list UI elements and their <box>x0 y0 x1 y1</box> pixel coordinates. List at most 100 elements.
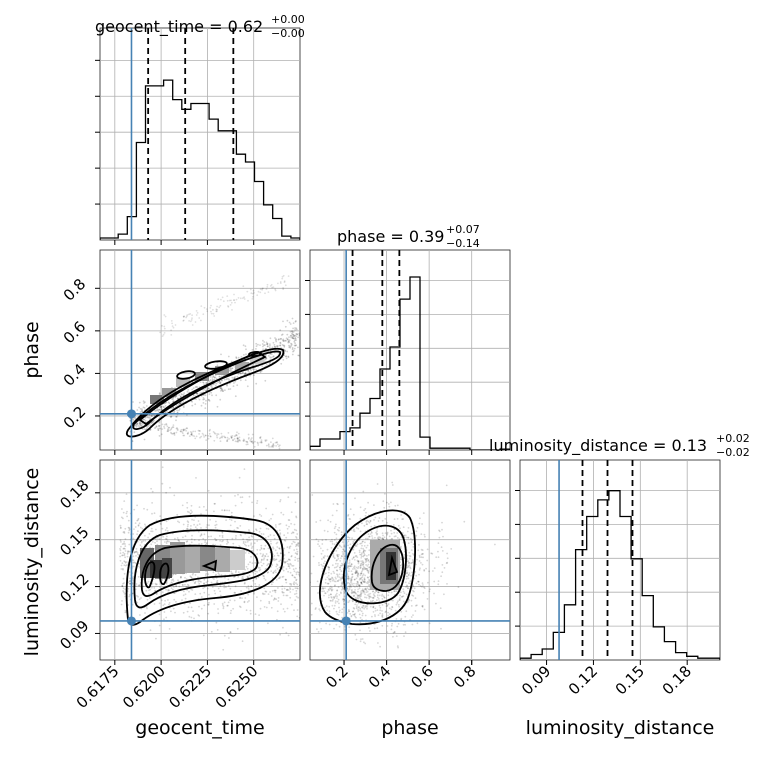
sample-point <box>291 335 294 338</box>
sample-point <box>373 504 375 506</box>
sample-point <box>411 571 413 574</box>
sample-point <box>250 542 253 545</box>
sample-point <box>284 284 287 287</box>
sample-point <box>248 539 251 541</box>
sample-point <box>122 590 124 592</box>
sample-point <box>272 547 275 550</box>
sample-point <box>171 433 174 435</box>
sample-point <box>365 605 367 607</box>
sample-point <box>329 520 332 523</box>
sample-point <box>164 541 166 543</box>
sample-point <box>277 282 279 285</box>
sample-point <box>361 564 364 566</box>
sample-point <box>149 417 152 420</box>
sample-point <box>160 433 163 436</box>
sample-point <box>295 567 297 570</box>
sample-point <box>244 372 247 375</box>
sample-point <box>134 551 137 553</box>
sample-point <box>277 554 280 557</box>
sample-point <box>359 567 362 569</box>
sample-point <box>196 312 199 314</box>
sample-point <box>141 409 144 412</box>
sample-point <box>296 550 299 553</box>
sample-point <box>283 344 286 347</box>
sample-point <box>343 544 346 547</box>
sample-point <box>176 513 179 516</box>
sample-point <box>336 595 339 598</box>
sample-point <box>245 586 248 589</box>
sample-point <box>202 537 205 540</box>
sample-point <box>378 594 381 597</box>
sample-point <box>183 429 186 432</box>
sample-point <box>260 441 263 443</box>
sample-point <box>341 555 343 558</box>
sample-point <box>412 614 414 616</box>
sample-point <box>204 403 207 405</box>
sample-point <box>378 538 380 541</box>
sample-point <box>402 588 405 590</box>
sample-point <box>279 559 282 562</box>
sample-point <box>220 388 223 390</box>
sample-point <box>150 422 153 425</box>
sample-point <box>218 573 221 576</box>
sample-point <box>128 595 131 598</box>
sample-point <box>348 546 351 549</box>
sample-point <box>186 527 189 530</box>
sample-point <box>266 558 269 561</box>
sample-point <box>131 418 134 420</box>
sample-point <box>390 591 393 594</box>
sample-point <box>378 517 381 519</box>
sample-point <box>338 606 340 609</box>
sample-point <box>405 610 408 613</box>
sample-point <box>266 286 269 288</box>
sample-point <box>158 424 160 427</box>
sample-point <box>171 426 174 428</box>
sample-point <box>274 558 277 561</box>
sample-point <box>368 566 371 568</box>
sample-point <box>396 625 399 628</box>
sample-point <box>230 519 233 521</box>
sample-point <box>127 551 129 553</box>
sample-point <box>352 568 354 570</box>
sample-point <box>137 524 140 526</box>
sample-point <box>291 337 294 339</box>
sample-point <box>357 575 359 578</box>
sample-point <box>186 427 189 430</box>
sample-point <box>236 437 239 440</box>
sample-point <box>416 558 418 561</box>
sample-point <box>372 590 375 593</box>
sample-point <box>246 385 249 388</box>
sample-point <box>407 587 409 590</box>
sample-point <box>255 348 257 350</box>
sample-point <box>361 522 363 525</box>
sample-point <box>135 550 138 553</box>
sample-point <box>360 572 363 575</box>
sample-point <box>232 439 234 441</box>
sample-point <box>216 364 219 367</box>
sample-point <box>221 379 223 382</box>
sample-point <box>259 436 262 438</box>
sample-point <box>356 595 359 598</box>
sample-point <box>364 561 367 563</box>
sample-point <box>370 525 373 528</box>
sample-point <box>237 493 239 496</box>
sample-point <box>334 580 337 583</box>
sample-point <box>333 543 336 546</box>
sample-point <box>353 582 355 585</box>
sample-point <box>165 537 167 540</box>
sample-point <box>217 612 220 615</box>
sample-point <box>284 355 287 358</box>
sample-point <box>283 349 286 352</box>
sample-point <box>270 446 272 448</box>
sample-point <box>277 597 280 599</box>
sample-point <box>133 431 136 433</box>
sample-point <box>243 298 246 300</box>
sample-point <box>364 596 366 599</box>
sample-point <box>203 586 206 589</box>
sample-point <box>212 431 215 433</box>
sample-point <box>233 438 236 440</box>
sample-point <box>421 582 424 584</box>
sample-point <box>133 508 136 511</box>
sample-point <box>415 534 418 537</box>
sample-point <box>263 587 266 590</box>
